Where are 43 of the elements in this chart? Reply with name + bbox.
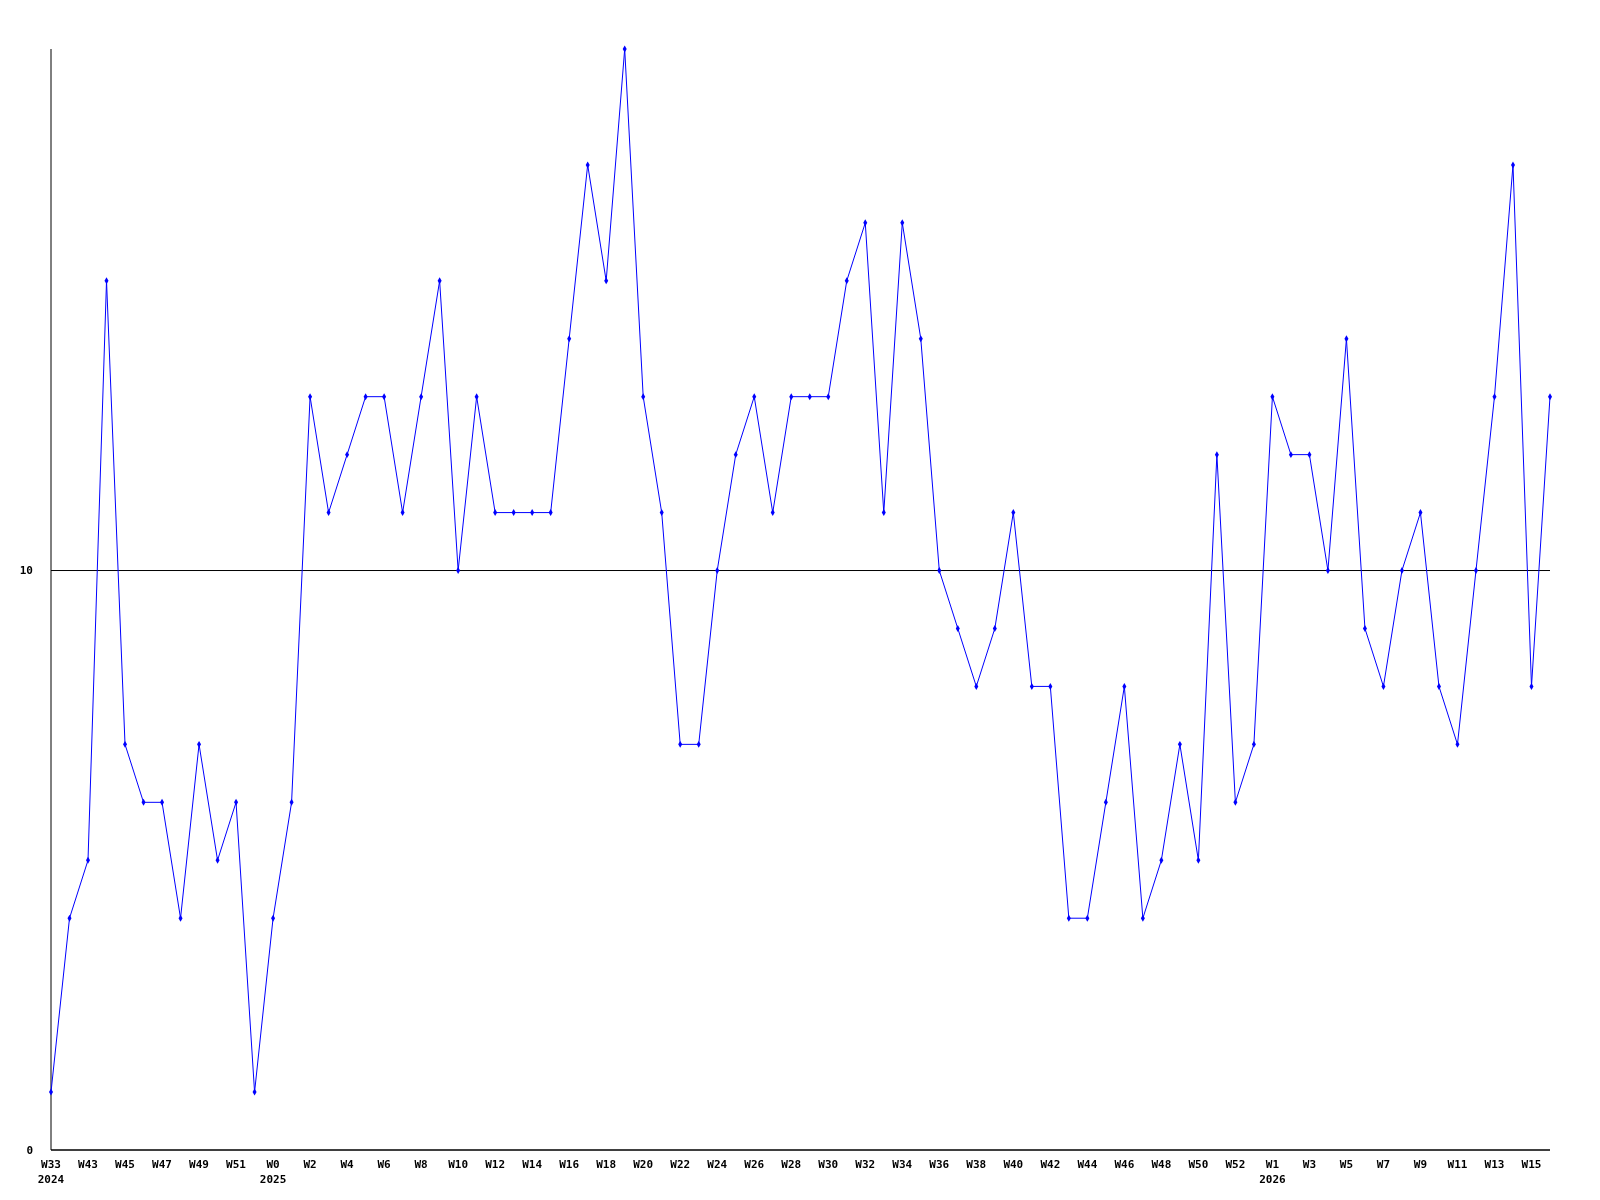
x-tick-label: W11 xyxy=(1447,1158,1468,1171)
y-tick-label: 10 xyxy=(19,564,33,578)
x-tick-label: W13 xyxy=(1484,1158,1505,1171)
x-tick-label: W46 xyxy=(1114,1158,1135,1171)
x-tick-label: W50 xyxy=(1188,1158,1209,1171)
x-tick-label: W49 xyxy=(189,1158,209,1171)
x-tick-label: W38 xyxy=(966,1158,987,1171)
x-tick-label: W33 2024 xyxy=(37,1158,65,1186)
x-tick-label: W9 xyxy=(1413,1158,1428,1171)
x-tick-label: W16 xyxy=(559,1158,580,1171)
x-tick-label: W1 2026 xyxy=(1259,1158,1287,1186)
x-tick-label: W26 xyxy=(744,1158,765,1171)
x-tick-label: W36 xyxy=(929,1158,950,1171)
x-tick-label: W48 xyxy=(1151,1158,1172,1171)
x-tick-label: W12 xyxy=(485,1158,506,1171)
x-tick-label: W40 xyxy=(1003,1158,1024,1171)
x-tick-label: W6 xyxy=(377,1158,392,1171)
x-tick-label: W7 xyxy=(1376,1158,1391,1171)
x-tick-label: W30 xyxy=(818,1158,839,1171)
x-tick-label: W24 xyxy=(707,1158,728,1171)
x-tick-label: W45 xyxy=(115,1158,135,1171)
x-tick-label: W10 xyxy=(448,1158,469,1171)
x-tick-label: W34 xyxy=(892,1158,913,1171)
x-tick-label: W20 xyxy=(633,1158,654,1171)
x-tick-label: W28 xyxy=(781,1158,802,1171)
x-tick-label: W47 xyxy=(152,1158,172,1171)
x-tick-label: W18 xyxy=(596,1158,617,1171)
y-tick-label: 0 xyxy=(26,1143,33,1157)
x-tick-label: W4 xyxy=(340,1158,355,1171)
x-tick-label: W3 xyxy=(1302,1158,1317,1171)
x-tick-label: W5 xyxy=(1339,1158,1354,1171)
x-tick-label: W43 xyxy=(78,1158,98,1171)
x-tick-label: W8 xyxy=(414,1158,428,1171)
x-tick-label: W44 xyxy=(1077,1158,1098,1171)
x-tick-label: W32 xyxy=(855,1158,876,1171)
x-tick-label: W15 xyxy=(1521,1158,1542,1171)
x-tick-label: W42 xyxy=(1040,1158,1061,1171)
x-tick-label: W51 xyxy=(226,1158,247,1171)
x-tick-label: W14 xyxy=(522,1158,543,1171)
x-tick-label: W2 xyxy=(303,1158,317,1171)
x-tick-label: W52 xyxy=(1225,1158,1246,1171)
x-tick-label: W22 xyxy=(670,1158,691,1171)
x-tick-label: W0 2025 xyxy=(259,1158,287,1186)
